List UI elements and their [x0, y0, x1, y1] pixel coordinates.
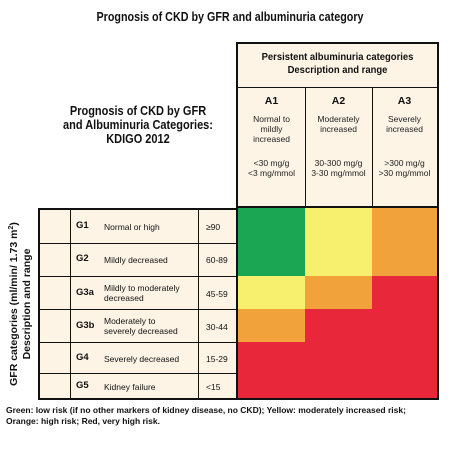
gfr-code: G5	[76, 380, 89, 391]
left-title-line1: Prognosis of CKD by GFR	[69, 104, 207, 118]
category-range: >300 mg/g >30 mg/mmol	[378, 158, 431, 178]
risk-cell-g3b-a3	[372, 309, 437, 342]
category-range: <30 mg/g <3 mg/mmol	[248, 158, 295, 178]
footnote-line2: Orange: high risk; Red, very high risk.	[6, 416, 160, 426]
gfr-description: Severely decreased	[104, 354, 180, 364]
category-description: Severely increased	[386, 114, 423, 134]
risk-cell-g3b-a1	[238, 309, 305, 342]
gfr-description: Mildly decreased	[104, 255, 168, 265]
gfr-code-divider	[70, 210, 71, 398]
page-title: Prognosis of CKD by GFR and albuminuria …	[96, 10, 364, 24]
gfr-range-divider	[198, 210, 199, 398]
risk-cell-g4-a1	[238, 342, 305, 373]
row-divider	[40, 243, 236, 244]
risk-cell-g3b-a2	[305, 309, 372, 342]
category-range: 30-300 mg/g 3-30 mg/mmol	[311, 158, 366, 178]
gfr-description: Normal or high	[104, 222, 160, 232]
row-divider	[40, 309, 236, 310]
category-description: Normal to mildly increased	[253, 114, 290, 144]
albuminuria-category-a2: A2 Moderately increased 30-300 mg/g 3-30…	[305, 88, 372, 208]
albuminuria-category-a1: A1 Normal to mildly increased <30 mg/g <…	[238, 88, 305, 208]
risk-cell-g2-a3	[372, 243, 437, 276]
gfr-code: G4	[76, 352, 89, 363]
column-divider	[372, 88, 373, 208]
left-title: Prognosis of CKD by GFR and Albuminuria …	[52, 104, 224, 146]
risk-cell-g5-a3	[372, 373, 437, 400]
category-code: A2	[331, 95, 346, 107]
persistent-albuminuria-header: Persistent albuminuria categories Descri…	[238, 44, 437, 88]
gfr-axis-label: GFR categories (ml/min/ 1.73 m2) Descrip…	[4, 208, 38, 400]
risk-cell-g2-a2	[305, 243, 372, 276]
left-title-line2: and Albuminuria Categories:	[63, 118, 213, 132]
gfr-range: 60-89	[206, 255, 228, 265]
risk-cell-g5-a1	[238, 373, 305, 400]
gfr-code: G3a	[76, 287, 94, 298]
category-code: A3	[397, 95, 412, 107]
risk-cell-g3a-a2	[305, 276, 372, 309]
albuminuria-header-box	[236, 42, 439, 208]
risk-cell-g3a-a1	[238, 276, 305, 309]
gfr-range: <15	[206, 382, 221, 392]
risk-cell-g1-a2	[305, 208, 372, 243]
column-divider	[305, 88, 306, 208]
footnote-line1: Green: low risk (if no other markers of …	[6, 405, 406, 415]
gfr-range: ≥90	[206, 222, 221, 232]
gfr-axis-label-line1: GFR categories (ml/min/ 1.73 m2)	[8, 222, 20, 386]
gfr-range: 15-29	[206, 354, 228, 364]
gfr-range: 30-44	[206, 322, 228, 332]
albuminuria-category-a3: A3 Severely increased >300 mg/g >30 mg/m…	[372, 88, 437, 208]
risk-cell-g4-a2	[305, 342, 372, 373]
gfr-code: G3b	[76, 320, 95, 331]
risk-cell-g3a-a3	[372, 276, 437, 309]
row-divider	[40, 342, 236, 343]
row-divider	[40, 373, 236, 374]
category-code: A1	[264, 95, 279, 107]
gfr-axis-label-line2: Description and range	[21, 248, 33, 359]
risk-grid-border	[236, 208, 439, 400]
risk-cell-g4-a3	[372, 342, 437, 373]
category-description: Moderately increased	[317, 114, 360, 134]
gfr-description: Mildly to moderately decreased	[104, 283, 180, 303]
risk-cell-g1-a3	[372, 208, 437, 243]
left-title-line3: KDIGO 2012	[106, 132, 170, 146]
risk-cell-g1-a1	[238, 208, 305, 243]
gfr-code: G2	[76, 253, 89, 264]
gfr-description: Kidney failure	[104, 382, 156, 392]
risk-grid	[238, 208, 437, 400]
persistent-header-line2: Description and range	[287, 64, 388, 76]
gfr-range: 45-59	[206, 289, 228, 299]
persistent-header-line1: Persistent albuminuria categories	[261, 51, 414, 63]
row-divider	[40, 276, 236, 277]
gfr-code: G1	[76, 220, 89, 231]
gfr-table-box	[38, 208, 238, 400]
risk-cell-g5-a2	[305, 373, 372, 400]
risk-cell-g2-a1	[238, 243, 305, 276]
gfr-description: Moderately to severely decreased	[104, 316, 178, 336]
legend-footnote: Green: low risk (if no other markers of …	[6, 405, 456, 427]
